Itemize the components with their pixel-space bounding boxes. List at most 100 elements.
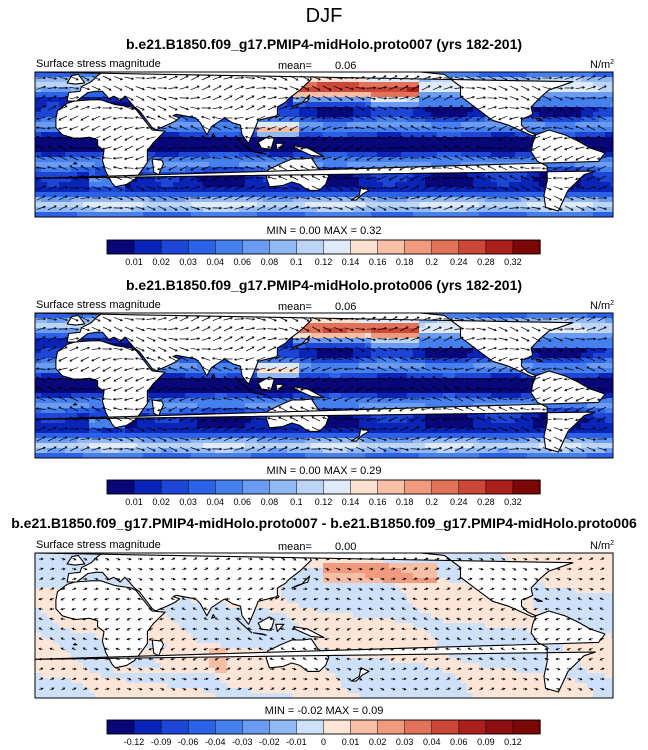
map-field-cell (443, 152, 450, 158)
wind-arrow-head (333, 175, 336, 179)
wind-arrow-head (442, 166, 446, 169)
wind-arrow (322, 207, 332, 209)
map-field-cell (221, 207, 228, 213)
map-field-cell (323, 343, 330, 349)
map-field-cell (233, 162, 240, 168)
map-field-cell (209, 177, 216, 183)
map-field-cell (221, 117, 228, 123)
wind-arrow (586, 147, 596, 149)
wind-arrow-head (520, 138, 524, 141)
map-field-cell (275, 132, 282, 138)
map-field-cell (329, 132, 336, 138)
wind-arrow-head (197, 107, 201, 110)
wind-arrow (47, 186, 57, 190)
wind-arrow-head (212, 178, 216, 181)
map-field-cell (215, 162, 222, 168)
wind-arrow-head (130, 98, 134, 101)
map-field-cell (611, 142, 613, 148)
map-field-cell (275, 157, 282, 163)
wind-arrow-head (383, 208, 387, 211)
map-field-cell (275, 212, 282, 217)
wind-arrow-head (135, 137, 139, 141)
map-field-cell (425, 132, 432, 138)
map-field-cell (41, 187, 48, 193)
map-field-cell (575, 127, 582, 133)
map-field-cell (245, 152, 252, 158)
map-field-cell (383, 77, 390, 83)
map-field-cell (347, 177, 354, 183)
map-field-cell (533, 318, 540, 324)
wind-arrow-head (571, 187, 575, 190)
wind-arrow-head (131, 207, 135, 210)
map-field-cell (401, 107, 408, 113)
map-field-cell (377, 142, 384, 148)
wind-arrow-head (307, 106, 311, 110)
map-field-cell (197, 127, 204, 133)
map-field-cell (203, 202, 210, 208)
wind-arrow-head (548, 187, 552, 191)
map-field-cell (53, 77, 60, 83)
map-field-cell (191, 137, 198, 143)
map-field-cell (305, 117, 312, 123)
wind-arrow (267, 105, 277, 111)
map-field-cell (527, 207, 534, 213)
map-field-cell (533, 122, 540, 128)
map-field-cell (587, 333, 594, 339)
wind-arrow-head (483, 96, 487, 99)
map-field-cell (437, 202, 444, 208)
map-field-cell (599, 338, 606, 344)
wind-arrow-head (537, 198, 541, 201)
wind-arrow-head (505, 196, 509, 200)
map-field-cell (179, 132, 186, 138)
wind-arrow-head (58, 145, 62, 149)
wind-arrow-head (498, 137, 502, 141)
wind-arrow-head (464, 136, 468, 140)
wind-arrow-head (208, 196, 212, 199)
map-field-cell (353, 77, 360, 83)
wind-arrow-head (453, 126, 457, 130)
map-field-cell (425, 207, 432, 213)
map-field-cell (605, 157, 612, 163)
map-field-cell (347, 338, 354, 344)
wind-arrow (234, 105, 244, 111)
wind-arrow (498, 165, 508, 171)
wind-arrow-head (43, 85, 46, 89)
map-field-cell (125, 202, 132, 208)
map-field-cell (443, 107, 450, 113)
map-field-cell (53, 127, 60, 133)
map-field-cell (311, 142, 318, 148)
wind-arrow-head (240, 185, 244, 188)
map-field-cell (77, 202, 84, 208)
map-field-cell (371, 152, 378, 158)
map-field-cell (593, 313, 600, 319)
map-field-cell (347, 202, 354, 208)
map-field-cell (311, 102, 318, 108)
wind-arrow (234, 135, 244, 141)
map-field-cell (281, 112, 288, 118)
map-field-cell (611, 207, 613, 213)
map-field-cell (563, 313, 570, 319)
map-field-cell (563, 82, 570, 88)
wind-arrow-head (263, 77, 267, 81)
map-field-cell (179, 142, 186, 148)
map-field-cell (377, 102, 384, 108)
map-field-cell (473, 197, 480, 203)
map-field-cell (479, 132, 486, 138)
map-field-cell (167, 127, 174, 133)
wind-arrow-head (420, 156, 424, 159)
map-field-cell (329, 112, 336, 118)
wind-arrow (223, 167, 233, 169)
wind-arrow (432, 195, 442, 201)
map-field-cell (593, 162, 600, 168)
map-field-cell (479, 313, 486, 319)
map-field-cell (269, 117, 276, 123)
wind-arrow-head (102, 175, 106, 178)
wind-arrow (509, 196, 519, 200)
map-field-cell (155, 202, 162, 208)
map-field-cell (593, 127, 600, 133)
map-field-cell (35, 318, 42, 324)
wind-arrow (278, 205, 288, 211)
map-field-cell (587, 318, 594, 324)
wind-arrow-head (416, 75, 420, 79)
map-field-cell (329, 137, 336, 143)
